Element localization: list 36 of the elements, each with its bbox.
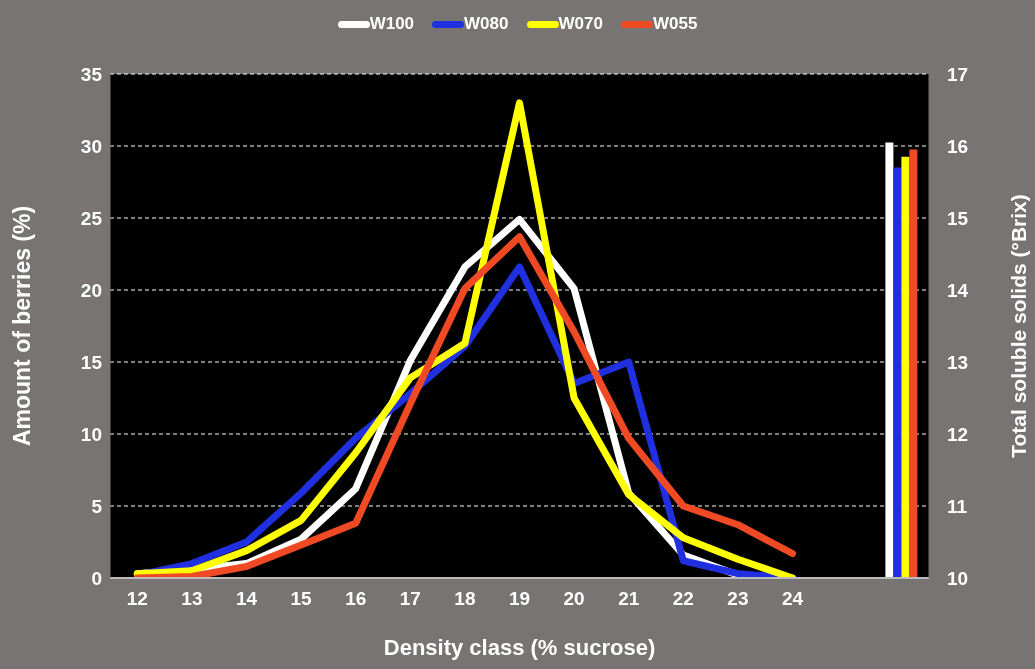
y2-tick-label: 16 bbox=[947, 135, 969, 157]
y-tick-label: 0 bbox=[91, 567, 102, 589]
x-tick-label: 22 bbox=[672, 588, 694, 610]
y2-tick-label: 13 bbox=[947, 351, 969, 373]
y2-tick-label: 11 bbox=[947, 495, 968, 517]
legend-label: W070 bbox=[558, 14, 603, 34]
legend-label: W055 bbox=[652, 14, 698, 34]
x-tick-label: 15 bbox=[290, 588, 313, 610]
y-tick-label: 20 bbox=[80, 279, 102, 301]
y-tick-label: 35 bbox=[80, 63, 103, 85]
x-tick-label: 21 bbox=[618, 588, 640, 610]
x-tick-label: 20 bbox=[563, 588, 585, 610]
y-axis-title: Amount of berries (%) bbox=[9, 205, 36, 447]
x-tick-label: 12 bbox=[126, 588, 148, 610]
x-tick-label: 14 bbox=[235, 588, 258, 610]
y-tick-label: 25 bbox=[80, 207, 103, 229]
y-tick-label: 30 bbox=[80, 135, 102, 157]
y2-tick-label: 10 bbox=[947, 567, 969, 589]
y2-axis-title: Total soluble solids (°Brix) bbox=[1007, 194, 1031, 458]
y2-tick-label: 15 bbox=[947, 207, 969, 229]
y-tick-label: 10 bbox=[80, 423, 102, 445]
y2-tick-label: 12 bbox=[947, 423, 969, 445]
y2-tick-label: 14 bbox=[947, 279, 969, 301]
y2-tick-label: 17 bbox=[947, 63, 969, 85]
x-tick-label: 16 bbox=[345, 588, 367, 610]
x-tick-label: 24 bbox=[781, 588, 804, 610]
x-tick-label: 23 bbox=[727, 588, 749, 610]
x-tick-label: 18 bbox=[454, 588, 476, 610]
y-tick-label: 15 bbox=[80, 351, 103, 373]
x-tick-label: 19 bbox=[508, 588, 531, 610]
x-tick-label: 17 bbox=[399, 588, 421, 610]
legend-label: W100 bbox=[369, 14, 415, 34]
x-axis-title: Density class (% sucrose) bbox=[383, 635, 656, 660]
y-tick-label: 5 bbox=[91, 495, 103, 517]
x-tick-label: 13 bbox=[181, 588, 203, 610]
legend-label: W080 bbox=[464, 14, 509, 34]
